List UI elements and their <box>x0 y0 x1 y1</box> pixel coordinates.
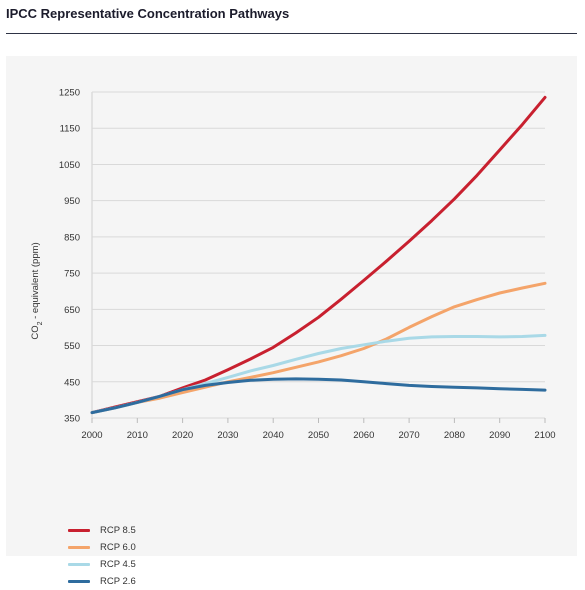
x-tick-label: 2070 <box>399 430 420 441</box>
legend-swatch <box>68 546 90 549</box>
x-tick-label: 2080 <box>444 430 465 441</box>
legend-label: RCP 8.5 <box>100 525 136 536</box>
legend-item-rcp-6-0: RCP 6.0 <box>68 539 136 556</box>
x-tick-label: 2010 <box>127 430 148 441</box>
series-line-rcp-2-6 <box>90 377 547 415</box>
x-tick-labels: 2000 2010 2020 2030 2040 2050 2060 2070 2080 2090… <box>81 430 555 441</box>
legend-item-rcp-2-6: RCP 2.6 <box>68 573 136 590</box>
y-tick-label: 1250 <box>59 88 80 99</box>
chart-panel: 350 450 550 650 750 850 950 1050 1150 1250 2000 20… <box>6 56 577 587</box>
series-line-rcp-6-0 <box>90 281 547 415</box>
series-lines <box>90 95 547 415</box>
x-tick-label: 2090 <box>489 430 510 441</box>
chart-title: IPCC Representative Concentration Pathwa… <box>6 6 290 21</box>
y-tick-label: 750 <box>64 269 80 280</box>
legend-label: RCP 2.6 <box>100 576 136 587</box>
y-tick-labels: 350 450 550 650 750 850 950 1050 1150 1250 <box>59 88 80 425</box>
x-tick-label: 2020 <box>172 430 193 441</box>
y-tick-label: 1050 <box>59 160 80 171</box>
series-line-rcp-4-5 <box>90 333 547 415</box>
title-divider <box>6 33 577 34</box>
x-tick-label: 2040 <box>263 430 284 441</box>
y-axis-label: CO2 - equivalent (ppm) <box>30 242 44 339</box>
y-tick-label: 550 <box>64 341 80 352</box>
y-tick-label: 650 <box>64 305 80 316</box>
y-tick-label: 350 <box>64 414 80 425</box>
grid-lines <box>91 91 546 423</box>
x-tick-label: 2000 <box>81 430 102 441</box>
legend-swatch <box>68 580 90 583</box>
y-tick-label: 850 <box>64 232 80 243</box>
x-tick-label: 2100 <box>534 430 555 441</box>
x-tick-label: 2050 <box>308 430 329 441</box>
legend-item-rcp-8-5: RCP 8.5 <box>68 522 136 539</box>
legend-label: RCP 6.0 <box>100 542 136 553</box>
legend: RCP 8.5 RCP 6.0 RCP 4.5 RCP 2.6 <box>68 522 136 590</box>
x-tick-label: 2060 <box>353 430 374 441</box>
y-tick-label: 450 <box>64 377 80 388</box>
y-tick-label: 950 <box>64 196 80 207</box>
y-tick-label: 1150 <box>60 124 80 135</box>
x-tick-label: 2030 <box>217 430 238 441</box>
series-line-rcp-8-5 <box>90 95 547 415</box>
legend-swatch <box>68 529 90 532</box>
